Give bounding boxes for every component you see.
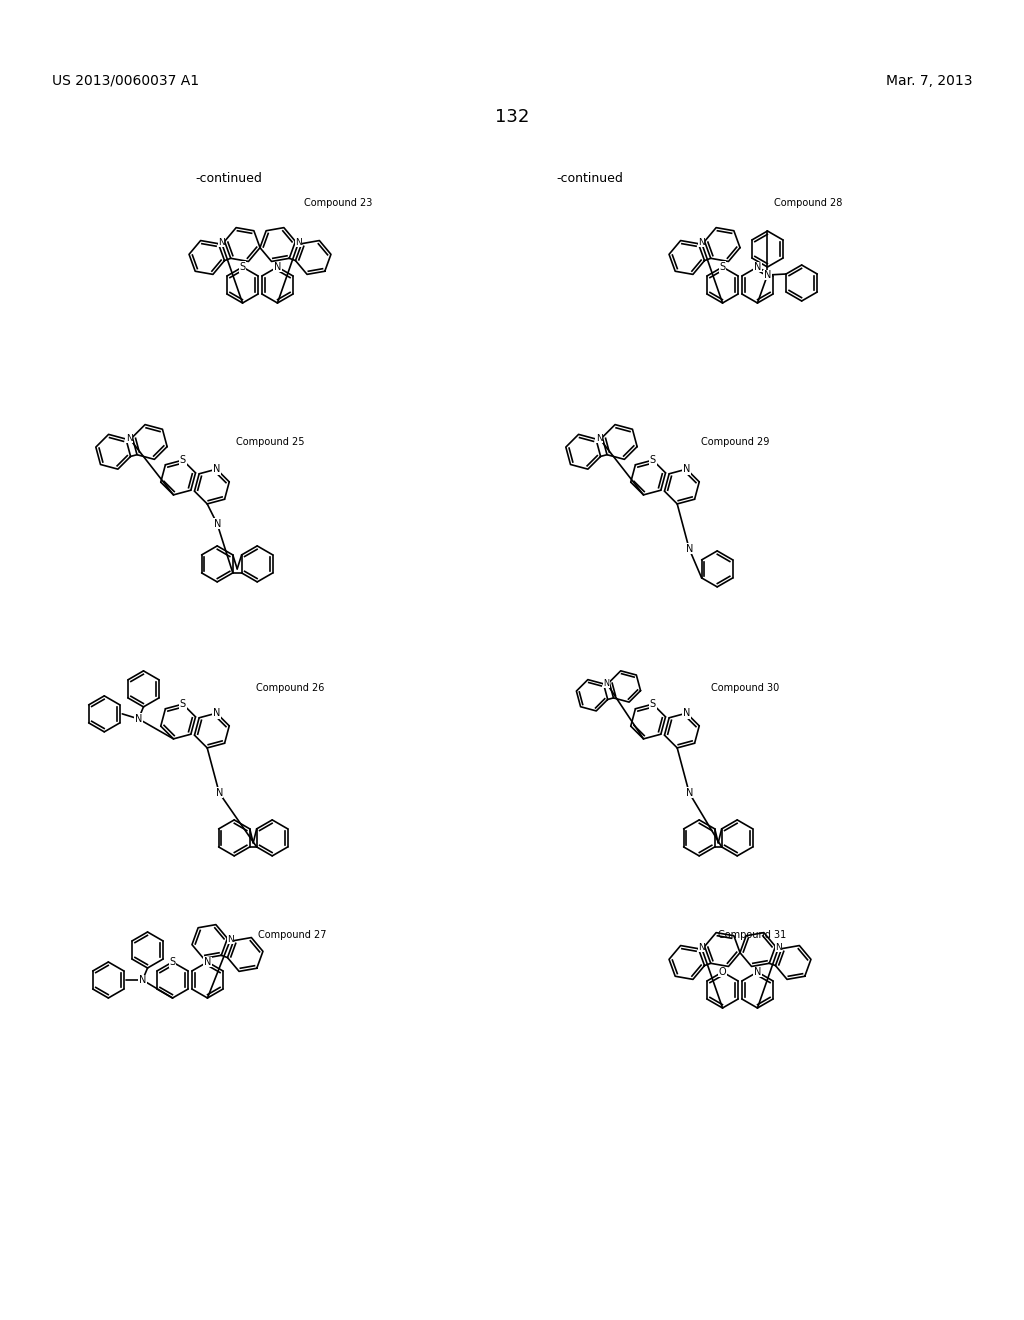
Text: Compound 25: Compound 25 bbox=[236, 437, 304, 447]
Text: N: N bbox=[683, 465, 690, 474]
Text: 132: 132 bbox=[495, 108, 529, 125]
Text: S: S bbox=[170, 957, 175, 968]
Text: N: N bbox=[227, 935, 233, 944]
Text: S: S bbox=[650, 455, 655, 465]
Text: N: N bbox=[596, 434, 602, 442]
Text: N: N bbox=[218, 238, 225, 247]
Text: Compound 28: Compound 28 bbox=[774, 198, 842, 209]
Text: Compound 23: Compound 23 bbox=[304, 198, 372, 209]
Text: Compound 27: Compound 27 bbox=[258, 931, 327, 940]
Text: Compound 26: Compound 26 bbox=[256, 682, 325, 693]
Text: Mar. 7, 2013: Mar. 7, 2013 bbox=[886, 74, 972, 88]
Text: N: N bbox=[754, 261, 761, 272]
Text: N: N bbox=[698, 238, 705, 247]
Text: N: N bbox=[754, 968, 761, 977]
Text: -continued: -continued bbox=[195, 172, 262, 185]
Text: S: S bbox=[650, 700, 655, 709]
Text: N: N bbox=[775, 942, 782, 952]
Text: N: N bbox=[295, 238, 302, 247]
Text: S: S bbox=[180, 455, 186, 465]
Text: N: N bbox=[126, 434, 132, 442]
Text: -continued: -continued bbox=[556, 172, 623, 185]
Text: N: N bbox=[214, 519, 221, 529]
Text: N: N bbox=[685, 788, 693, 797]
Text: O: O bbox=[719, 968, 726, 977]
Text: N: N bbox=[204, 957, 211, 968]
Text: N: N bbox=[213, 465, 220, 474]
Text: Compound 29: Compound 29 bbox=[700, 437, 769, 447]
Text: N: N bbox=[135, 714, 142, 723]
Text: N: N bbox=[764, 271, 771, 280]
Text: N: N bbox=[683, 708, 690, 718]
Text: Compound 31: Compound 31 bbox=[718, 931, 786, 940]
Text: N: N bbox=[603, 678, 609, 688]
Text: S: S bbox=[180, 700, 186, 709]
Text: N: N bbox=[273, 261, 282, 272]
Text: N: N bbox=[685, 544, 693, 554]
Text: N: N bbox=[215, 788, 223, 797]
Text: S: S bbox=[720, 261, 726, 272]
Text: N: N bbox=[213, 708, 220, 718]
Text: N: N bbox=[698, 942, 705, 952]
Text: US 2013/0060037 A1: US 2013/0060037 A1 bbox=[52, 74, 199, 88]
Text: S: S bbox=[240, 261, 246, 272]
Text: Compound 30: Compound 30 bbox=[711, 682, 779, 693]
Text: N: N bbox=[139, 975, 146, 985]
